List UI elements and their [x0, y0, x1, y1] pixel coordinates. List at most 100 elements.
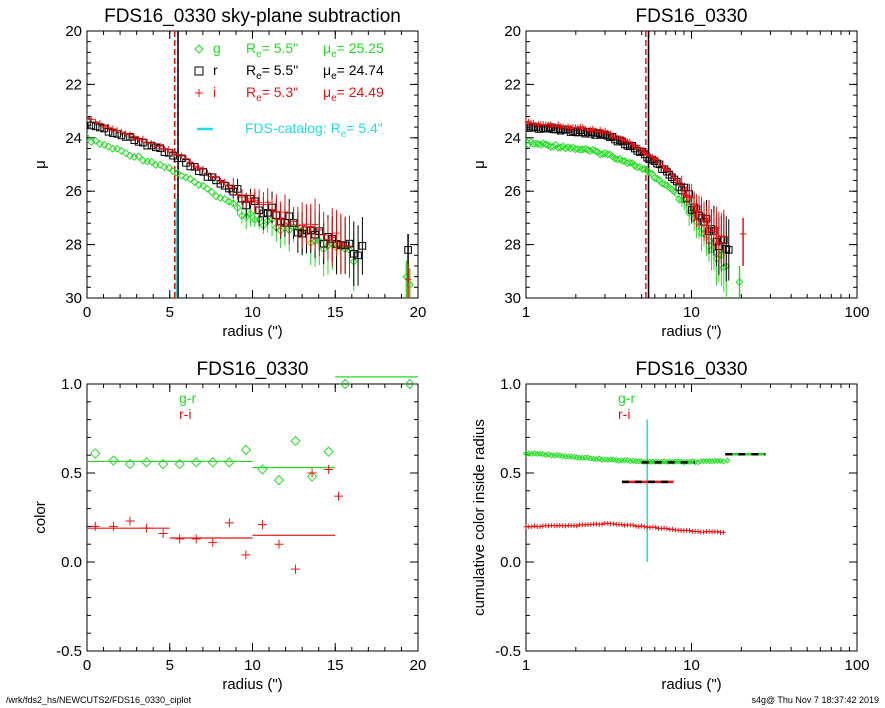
p4-gr-cumulative-point	[708, 458, 716, 465]
p1-point-i	[303, 220, 310, 228]
p3-xtick-label: 10	[244, 657, 261, 674]
p4-ri-cumulative-point	[664, 526, 670, 531]
p1-point-g	[164, 163, 173, 172]
p1-point-g	[108, 144, 117, 153]
p2-point-g	[564, 143, 573, 152]
p4-ri-cumulative-point	[641, 524, 647, 530]
p2-point-g	[613, 155, 622, 164]
p1-point-i	[242, 197, 250, 205]
p2-xtick-label: 100	[844, 304, 869, 321]
p1-point-g	[224, 197, 234, 206]
p1-point-i	[247, 195, 254, 203]
p1-legend-re-i: Re= 5.3"	[246, 84, 298, 104]
p2-xtick-label: 1	[522, 304, 530, 321]
p2-point-g	[581, 144, 590, 153]
p3-gr-point	[339, 378, 351, 390]
p2-ytick-label: 26	[504, 183, 521, 200]
p3-plot-area	[87, 376, 418, 574]
p4-ri-cumulative-point	[715, 529, 721, 535]
p1-xtick-label: 0	[83, 304, 91, 321]
p1-point-i	[182, 155, 190, 162]
p1-point-i	[225, 182, 233, 190]
p3-ri-point	[108, 521, 118, 531]
p2-ytick-label: 20	[504, 23, 521, 40]
p2-point-g	[603, 150, 612, 159]
p1-point-i	[281, 208, 289, 216]
p1-point-i	[195, 164, 203, 172]
p1-point-i	[255, 199, 263, 206]
p3-ytick-label: 0.5	[61, 465, 82, 482]
p2-plot-area	[526, 31, 747, 298]
p1-point-i	[238, 193, 246, 201]
p1-point-g	[199, 181, 208, 190]
p4-xtick-label: 100	[844, 657, 869, 674]
p2-point-g	[655, 176, 664, 185]
p3-gr-point	[141, 457, 152, 468]
p3-xtick-label: 0	[83, 657, 91, 674]
p2-point-i	[678, 182, 686, 189]
p4-gr-cumulative-point	[542, 451, 549, 459]
p3-gr-point	[306, 471, 318, 482]
p2-ytick-label: 30	[504, 290, 521, 307]
p1-ytick-label: 28	[65, 237, 82, 254]
p1-point-i	[92, 118, 99, 126]
p1-point-g	[173, 168, 182, 177]
p3-title: FDS16_0330	[197, 359, 309, 380]
p1-legend-mu-r: μe= 24.74	[323, 62, 384, 82]
p1-series-r	[87, 118, 412, 287]
p4-ri-cumulative-point	[610, 521, 616, 527]
p3-ri-point	[257, 520, 267, 530]
p3-ri-point	[224, 518, 234, 528]
p1-point-g	[229, 199, 238, 208]
p1-point-i	[169, 148, 177, 156]
p1-point-g	[190, 177, 199, 186]
p1-legend-re-g: Re= 5.5"	[246, 40, 298, 60]
p1-legend-marker-i	[195, 89, 203, 97]
p1-point-i	[139, 135, 147, 143]
p2-tail-point-i	[739, 230, 747, 238]
p2-xtick-label: 10	[683, 304, 700, 321]
p3-ytick-label: -0.5	[56, 643, 82, 660]
p4-gr-cumulative-point	[593, 456, 600, 463]
p2-title: FDS16_0330	[636, 6, 748, 27]
p3-gr-point	[290, 435, 301, 447]
p4-gr-cumulative-point	[528, 450, 535, 458]
p1-point-i	[320, 231, 327, 239]
p1-point-g	[87, 138, 96, 147]
p1-point-i	[324, 236, 332, 243]
p4-gr-cumulative-point	[596, 455, 603, 462]
p3-gr-point	[273, 474, 285, 486]
p1-axes: 0 5 10 15 20 20 22 24 26 28 30 FDS16_0330 sky-plane…	[32, 6, 426, 340]
p1-point-g	[117, 146, 126, 155]
p3-gr-point	[257, 464, 268, 475]
p3-ri-point	[191, 534, 201, 544]
p1-point-g	[156, 160, 165, 169]
p2-ytick-label: 24	[504, 130, 521, 147]
p4-ri-cumulative-point	[537, 524, 543, 529]
p1-point-i	[88, 116, 95, 123]
p1-xtick-label: 15	[327, 304, 344, 321]
p2-point-g	[598, 150, 607, 159]
p1-point-i	[341, 241, 349, 249]
p1-point-i	[165, 146, 173, 153]
p3-ri-point	[90, 521, 100, 531]
p1-point-g	[220, 194, 229, 203]
p4-ri-cumulative-point	[670, 526, 675, 532]
p1-point-i	[143, 138, 151, 146]
p3-ylabel: color	[32, 501, 49, 534]
p2-point-g	[588, 145, 597, 154]
p1-point-i	[251, 197, 259, 205]
p1-legend-mu-g: μe= 25.25	[323, 40, 384, 60]
p1-point-i	[230, 184, 237, 192]
p1-point-i	[346, 242, 353, 250]
p4-ri-cumulative-point	[653, 525, 659, 530]
p3-ri-point	[208, 537, 218, 547]
p4-legend-ri: r-i	[618, 406, 630, 422]
p1-legend-re-r: Re= 5.5"	[246, 62, 298, 82]
p3-ri-point	[158, 529, 168, 539]
p4-ylabel: cumulative color inside radius	[471, 419, 488, 616]
p1-point-g	[212, 192, 221, 201]
p2-xlabel: radius (")	[661, 323, 721, 340]
p2-frame	[525, 30, 858, 299]
